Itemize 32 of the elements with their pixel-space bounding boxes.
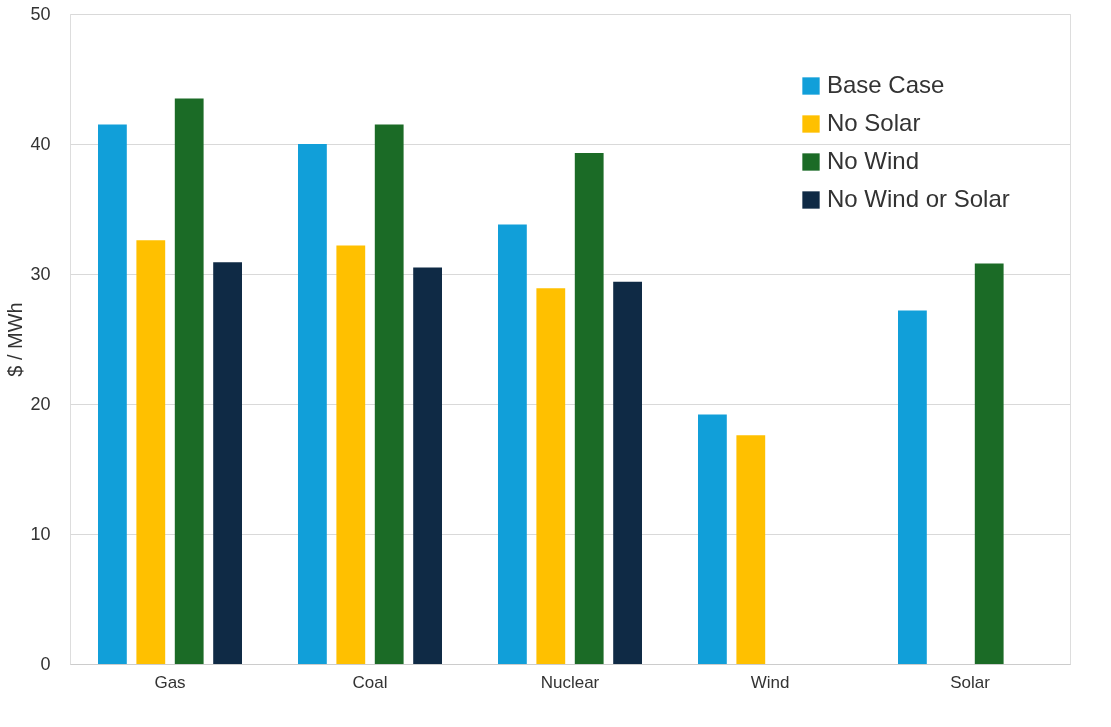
bar: [498, 224, 527, 664]
y-tick-label: 20: [30, 393, 51, 414]
bar: [174, 98, 204, 664]
y-tick-label: 0: [40, 653, 51, 674]
y-axis-title: $ / MWh: [4, 302, 27, 377]
bar: [613, 281, 642, 664]
bar: [98, 124, 127, 664]
bar: [698, 414, 727, 664]
legend-label: No Solar: [827, 109, 921, 136]
bar: [974, 263, 1004, 664]
bar: [736, 435, 766, 664]
bar: [298, 144, 327, 664]
bar: [213, 262, 242, 664]
x-tick-label: Gas: [154, 672, 186, 692]
x-tick-label: Nuclear: [540, 672, 600, 692]
x-tick-label: Coal: [352, 672, 388, 692]
bar: [536, 288, 566, 664]
y-tick-label: 10: [30, 523, 51, 544]
bar: [374, 124, 404, 664]
y-tick-label: 30: [30, 263, 51, 284]
bar: [413, 267, 442, 664]
bar: [336, 245, 366, 664]
legend-label: No Wind: [827, 147, 920, 174]
bar: [136, 240, 166, 664]
bar: [574, 153, 604, 664]
x-tick-label: Solar: [950, 672, 991, 692]
y-tick-label: 50: [30, 3, 51, 24]
x-tick-label: Wind: [750, 672, 790, 692]
legend-label: No Wind or Solar: [827, 185, 1010, 212]
legend-label: Base Case: [827, 71, 945, 98]
y-tick-label: 40: [30, 133, 51, 154]
bar: [898, 310, 927, 664]
